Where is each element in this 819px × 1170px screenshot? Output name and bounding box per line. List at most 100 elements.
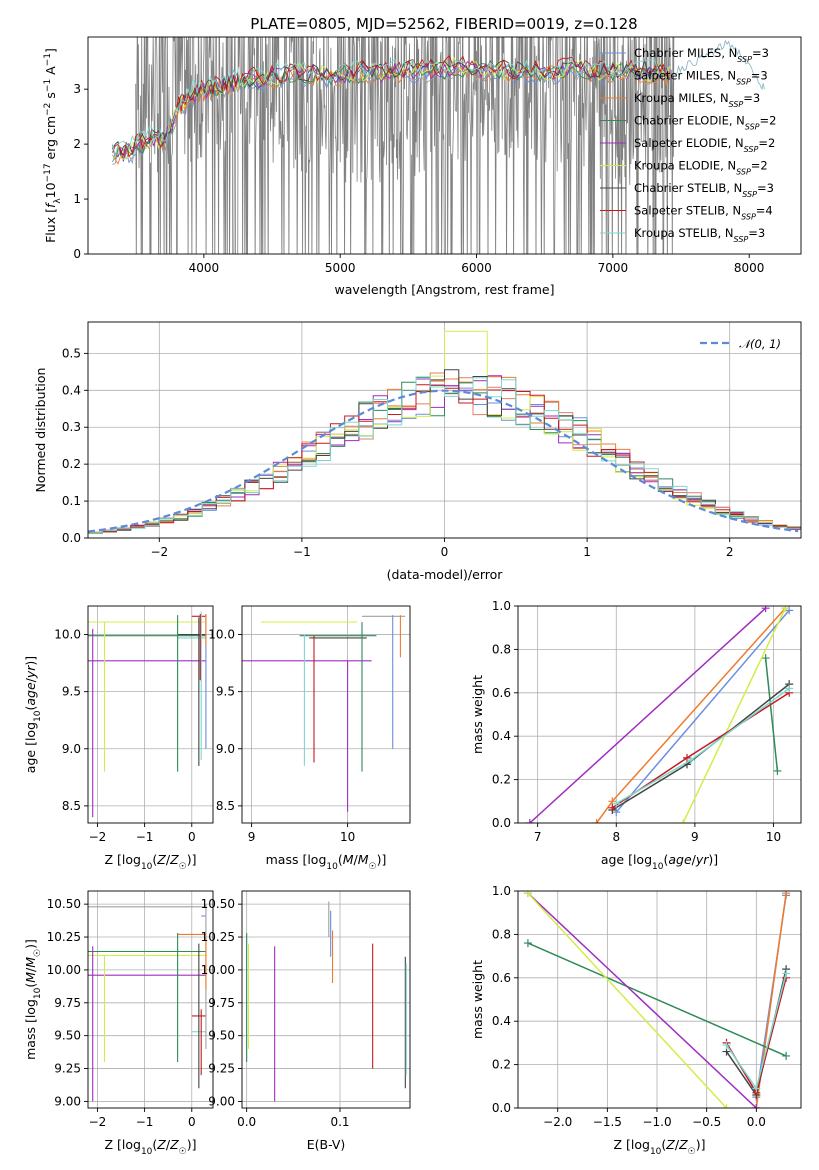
label-part: ]: [43, 48, 58, 53]
y-tick-label: 9.50: [54, 1029, 81, 1043]
label-part: 10: [141, 862, 153, 872]
label-part: f: [43, 202, 58, 208]
y-tick-label: 1: [73, 192, 81, 206]
x-tick-label: 7000: [598, 261, 629, 275]
label-part: log: [307, 852, 326, 867]
legend-entry: Kroupa ELODIE, NSSP=2: [634, 159, 768, 177]
label-part: 10: [141, 1147, 153, 1157]
y-tick-label: 2: [73, 137, 81, 151]
legend-text: Salpeter STELIB, N: [634, 204, 741, 218]
y-tick-label: 0.5: [62, 346, 81, 360]
label-part: (: [23, 706, 38, 711]
x-tick-label: 2: [726, 545, 734, 559]
x-tick-label: −1.5: [593, 1115, 622, 1129]
x-axis-label: wavelength [Angstrom, rest frame]: [334, 282, 554, 297]
x-tick-label: 10: [766, 830, 781, 844]
label-part: Z: [665, 1137, 675, 1152]
y-tick-label: 0.6: [492, 686, 511, 700]
y-tick-label: 0: [73, 247, 81, 261]
label-part: Z: [678, 1137, 688, 1152]
y-axis-label: age [log10(age/yr)]: [23, 656, 43, 773]
weight-point-marker: [608, 803, 617, 812]
label-part: log: [122, 852, 141, 867]
weight-point-marker: [525, 819, 534, 823]
x-axis-label: age [log10(age/yr)]: [601, 852, 718, 872]
axes-frame: [87, 321, 802, 539]
legend-entry: Chabrier ELODIE, NSSP=2: [634, 114, 776, 132]
label-part: ☉: [179, 1147, 187, 1157]
axes-frame: [87, 890, 214, 1109]
label-part: M: [23, 957, 38, 968]
model-spectrum-salpeter_elodie: [112, 60, 671, 162]
model-spectrum-chabrier_stelib: [112, 58, 670, 157]
panel-age-vs-Z: −2 −1 08.59.09.510.0Z [log10(Z/Z☉)]age [lo…: [23, 605, 214, 872]
label-part: yr: [695, 852, 709, 867]
legend-tail: =2: [760, 114, 777, 128]
weight-point-marker: [782, 891, 791, 898]
y-tick-label: 9.00: [54, 1094, 81, 1108]
panel-residual-histogram: −2 −1 0 1 2 0.0 0.1 0.2 0.3 0.4 0.5 𝒩(0, 1) (data-mo…: [33, 321, 802, 582]
label-part: /: [166, 1137, 171, 1152]
legend-tail: =3: [743, 91, 760, 105]
x-tick-label: 5000: [325, 261, 356, 275]
y-tick-label: 9.25: [54, 1062, 81, 1076]
label-part: /: [692, 852, 697, 867]
normal-reference-curve: [87, 389, 799, 533]
y-tick-label: 9.0: [216, 742, 235, 756]
label-part: −17: [43, 163, 53, 182]
weight-line-series: [615, 609, 790, 813]
label-part: age: [23, 682, 38, 706]
x-tick-label: 0: [188, 1115, 196, 1129]
x-tick-label: 0.0: [237, 1115, 256, 1129]
y-tick-label: 0.8: [492, 927, 511, 941]
legend-text: Salpeter ELODIE, N: [634, 136, 744, 150]
label-part: Z: [169, 1137, 179, 1152]
label-part: (: [23, 983, 38, 988]
label-part: Flux [: [43, 208, 58, 243]
legend-entry: 𝒩(0, 1): [739, 337, 781, 351]
label-part: (data-model)/error: [387, 567, 504, 582]
legend-entry: Chabrier MILES, NSSP=3: [634, 46, 769, 64]
y-axis-label: mass [log10(M/M☉)]: [23, 939, 43, 1060]
label-part: M: [358, 852, 369, 867]
y-tick-label: 0.2: [492, 1058, 511, 1072]
y-tick-label: 9.25: [208, 1062, 235, 1076]
legend-sub: SSP: [729, 100, 744, 109]
label-part: )]: [696, 1137, 706, 1152]
y-tick-label: 9.5: [216, 685, 235, 699]
label-part: )]: [23, 656, 38, 666]
x-tick-label: 0.0: [747, 1115, 766, 1129]
label-part: (: [661, 1137, 666, 1152]
axes-frame: [517, 890, 802, 1109]
stelib-extension-line: [672, 39, 765, 91]
legend-text: Chabrier ELODIE, N: [634, 114, 745, 128]
y-axis-label: mass weight: [470, 675, 485, 754]
x-tick-label: −2: [150, 545, 168, 559]
weight-line-series: [527, 892, 757, 1108]
label-part: Z: [169, 852, 179, 867]
legend-text: Salpeter MILES, N: [634, 69, 736, 83]
legend-entry: Salpeter STELIB, NSSP=4: [634, 204, 773, 222]
x-tick-label: 8000: [734, 261, 765, 275]
y-axis-label: Normed distribution: [33, 368, 48, 493]
legend-tail: =3: [757, 181, 774, 195]
label-part: mass weight: [470, 675, 485, 754]
weight-point-marker: [523, 891, 532, 898]
label-part: log: [122, 1137, 141, 1152]
x-tick-label: −0.5: [692, 1115, 721, 1129]
legend-tail: =3: [751, 69, 768, 83]
panel-spectrum: 4000 5000 6000 7000 8000 0 1 2 3 Chabrier MILES, …: [43, 36, 802, 297]
label-part: log: [23, 999, 38, 1018]
label-part: 10: [33, 987, 43, 999]
label-part: wavelength [Angstrom, rest frame]: [334, 282, 554, 297]
legend-tail: =2: [758, 136, 775, 150]
weight-line-series: [682, 607, 786, 823]
y-tick-label: 9.50: [208, 1029, 235, 1043]
legend-tail: =3: [748, 226, 765, 240]
label-part: )]: [187, 1137, 197, 1152]
label-part: A: [43, 66, 58, 79]
axes-frame: [87, 605, 214, 824]
axes-frame: [241, 890, 411, 1109]
